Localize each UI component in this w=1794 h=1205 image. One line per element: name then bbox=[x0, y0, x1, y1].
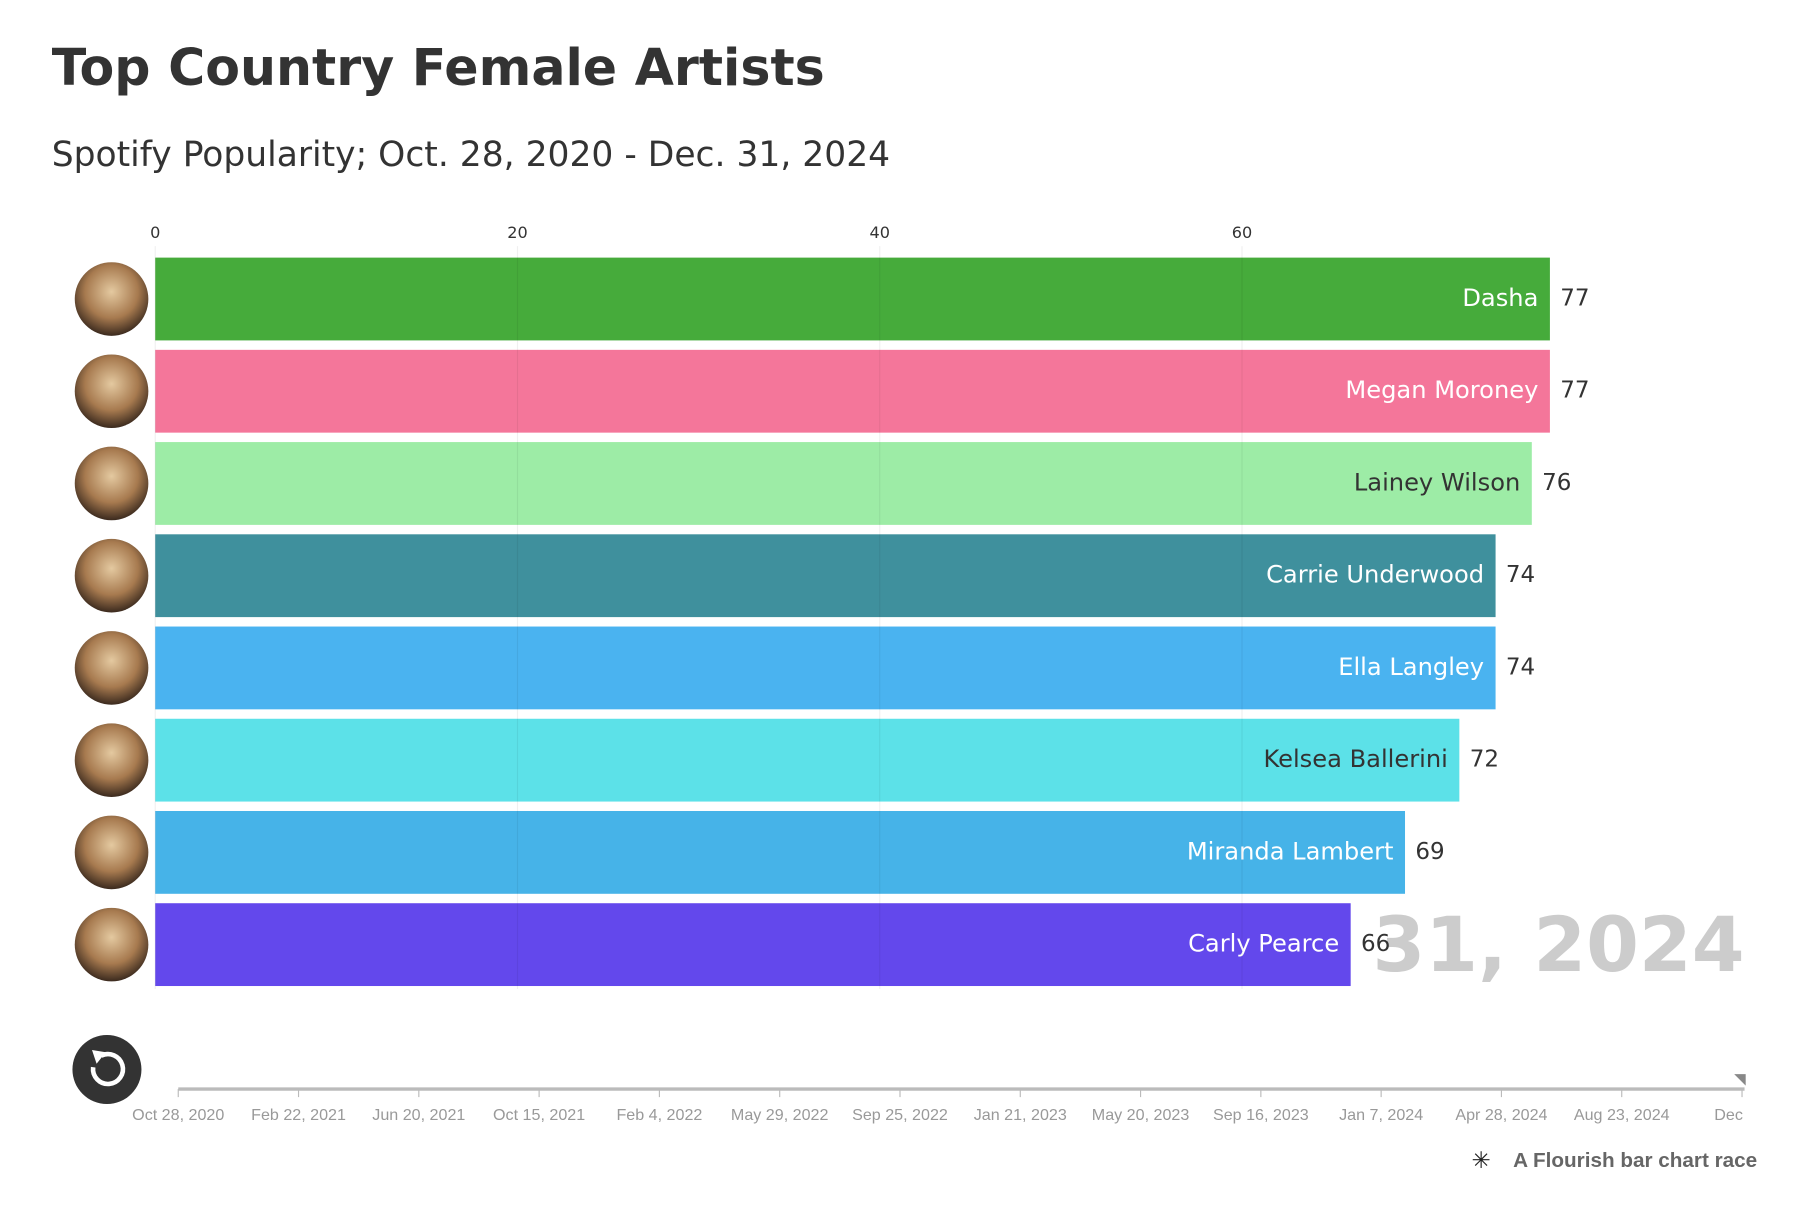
timeline-labels: Oct 28, 2020 Feb 22, 2021 Jun 20, 2021 Oct … bbox=[132, 1106, 1769, 1124]
bar bbox=[155, 349, 1550, 433]
bar bbox=[155, 903, 1351, 987]
timeline-label: Oct 15, 2021 bbox=[493, 1106, 585, 1124]
timeline-label: Feb 4, 2022 bbox=[616, 1106, 702, 1124]
x-tick-label: 40 bbox=[870, 223, 890, 242]
bar-label: Dasha bbox=[1462, 284, 1538, 312]
timeline-label: Aug 23, 2024 bbox=[1574, 1106, 1670, 1124]
avatar bbox=[74, 723, 149, 797]
avatar bbox=[74, 631, 149, 705]
avatar bbox=[74, 354, 149, 429]
bar-label: Megan Moroney bbox=[1345, 376, 1538, 404]
value-label: 77 bbox=[1560, 286, 1589, 312]
x-tick-label: 20 bbox=[507, 223, 527, 242]
timeline-label: May 29, 2022 bbox=[731, 1106, 829, 1124]
bar bbox=[155, 534, 1496, 618]
avatar bbox=[74, 446, 149, 521]
avatar bbox=[74, 815, 149, 890]
bar bbox=[155, 257, 1550, 341]
chart-title: Top Country Female Artists bbox=[52, 38, 825, 97]
value-label: 74 bbox=[1506, 654, 1535, 680]
value-label: 74 bbox=[1506, 562, 1535, 588]
timeline-label: Apr 28, 2024 bbox=[1455, 1106, 1547, 1124]
avatar bbox=[74, 538, 149, 613]
bar-label: Lainey Wilson bbox=[1354, 468, 1520, 496]
timeline-label: Feb 22, 2021 bbox=[251, 1106, 346, 1124]
timeline-label: Jan 21, 2023 bbox=[974, 1106, 1067, 1124]
timeline-label: Sep 25, 2022 bbox=[852, 1106, 948, 1124]
value-label: 66 bbox=[1361, 931, 1390, 957]
bar bbox=[155, 626, 1496, 710]
timeline-label: Jan 7, 2024 bbox=[1339, 1106, 1423, 1124]
bar bbox=[155, 442, 1532, 525]
footer: ✳ A Flourish bar chart race bbox=[1472, 1148, 1758, 1174]
bar-label: Ella Langley bbox=[1338, 653, 1484, 681]
timeline-label: Oct 28, 2020 bbox=[132, 1106, 224, 1124]
value-label: 69 bbox=[1415, 839, 1444, 865]
svg-text:✳: ✳ bbox=[1472, 1148, 1491, 1174]
avatar bbox=[74, 262, 149, 336]
bar bbox=[155, 810, 1406, 894]
value-label: 77 bbox=[1560, 378, 1589, 404]
replay-button[interactable] bbox=[72, 1035, 142, 1105]
grid: 0 20 40 60 bbox=[150, 223, 1252, 242]
timeline-label: Dec 19, bbox=[1714, 1106, 1769, 1124]
bar bbox=[155, 718, 1460, 802]
chart-subtitle: Spotify Popularity; Oct. 28, 2020 - Dec.… bbox=[52, 135, 890, 175]
bar-label: Carly Pearce bbox=[1188, 930, 1339, 958]
timeline-label: Sep 16, 2023 bbox=[1213, 1106, 1309, 1124]
timeline-label: May 20, 2023 bbox=[1092, 1106, 1190, 1124]
value-label: 76 bbox=[1542, 470, 1571, 496]
bar-label: Miranda Lambert bbox=[1187, 837, 1394, 865]
timeline[interactable] bbox=[178, 1074, 1746, 1091]
bar-label: Carrie Underwood bbox=[1266, 561, 1484, 589]
timeline-label: Jun 20, 2021 bbox=[372, 1106, 465, 1124]
footer-text: A Flourish bar chart race bbox=[1513, 1149, 1757, 1172]
avatar bbox=[74, 907, 149, 982]
bar-label: Kelsea Ballerini bbox=[1264, 745, 1448, 773]
value-label: 72 bbox=[1470, 747, 1499, 773]
x-tick-label: 0 bbox=[150, 223, 160, 242]
x-tick-label: 60 bbox=[1232, 223, 1252, 242]
